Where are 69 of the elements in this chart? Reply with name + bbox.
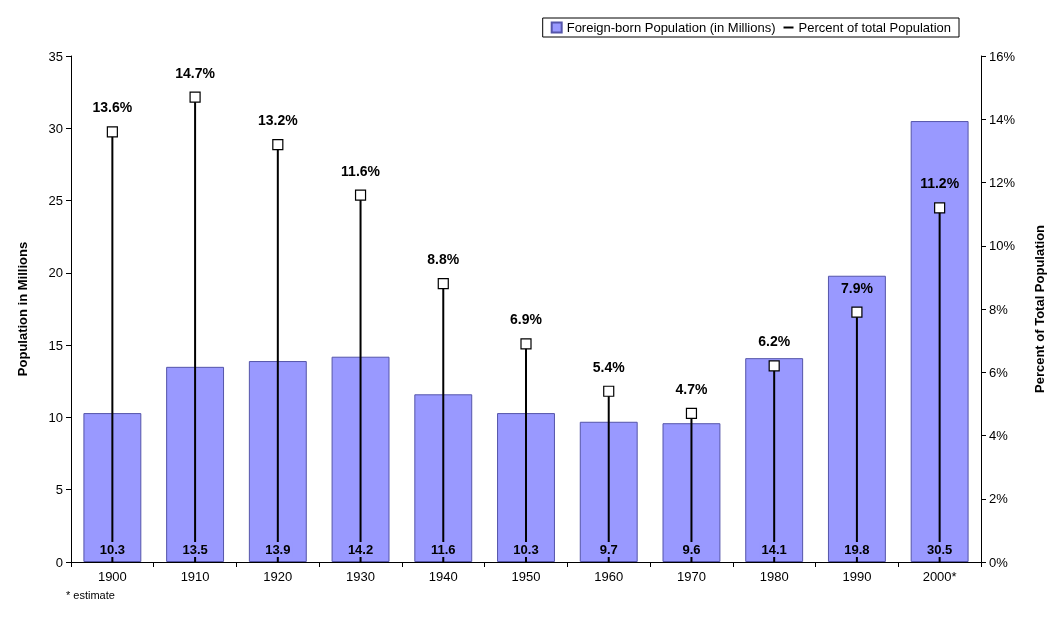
legend-label: Foreign-born Population (in Millions) — [566, 20, 776, 35]
y2-tick-label: 12% — [989, 175, 1016, 190]
y-tick-label: 0 — [55, 554, 63, 570]
y2-tick-label: 4% — [989, 428, 1009, 443]
y2-tick-label: 8% — [989, 301, 1009, 317]
y2-tick-label: 16% — [989, 48, 1016, 64]
y-axis-title: Population in Millions — [15, 241, 30, 377]
y2-tick-label: 10% — [989, 238, 1016, 254]
bar — [745, 358, 804, 562]
point — [520, 338, 532, 350]
data-label: 9.7 — [599, 542, 618, 557]
data-label: 14.2 — [347, 542, 374, 557]
data-label: 6.2% — [758, 333, 791, 350]
point — [106, 126, 118, 138]
point — [685, 407, 698, 419]
y-tick-label: 30 — [48, 120, 63, 136]
y-tick-label: 10 — [48, 409, 63, 425]
y-tick-label: 20 — [48, 265, 63, 281]
data-label: 13.6% — [92, 99, 133, 116]
x-tick-label: 1900 — [97, 569, 127, 584]
data-label: 5.4% — [592, 358, 626, 375]
bar — [827, 275, 886, 562]
data-label: 10.3 — [99, 542, 126, 557]
text: * estimate — [66, 588, 115, 601]
point — [934, 202, 946, 214]
data-label: 9.6 — [682, 542, 701, 557]
x-tick-label: 1970 — [676, 569, 706, 584]
y2-tick-label: 0% — [989, 554, 1009, 570]
y2-tick-label: 2% — [989, 491, 1009, 507]
legend-label: Percent of total Population — [798, 20, 952, 35]
x-tick-label: 1910 — [180, 569, 210, 584]
data-label: 10.3 — [513, 542, 539, 557]
data-label: 6.9% — [510, 311, 543, 328]
x-tick-label: 1940 — [428, 569, 458, 584]
y2-tick-label: 6% — [989, 364, 1009, 380]
point — [851, 306, 863, 318]
point — [768, 360, 780, 372]
y-tick-label: 25 — [48, 193, 63, 209]
x-tick-label: 1990 — [842, 569, 872, 584]
x-tick-label: 1920 — [263, 569, 293, 584]
point — [354, 189, 367, 201]
x-tick-label: 2000* — [922, 569, 957, 584]
y2-axis-title: Percent of Total Population — [1032, 224, 1047, 394]
point — [603, 385, 615, 397]
data-label: 13.9 — [265, 542, 291, 557]
data-label: 4.7% — [675, 380, 708, 397]
data-label: 19.8 — [844, 542, 870, 557]
y-tick-label: 15 — [48, 337, 63, 353]
data-label: 11.2% — [920, 175, 960, 192]
y2-tick-label: 14% — [989, 111, 1016, 127]
point — [437, 278, 449, 290]
data-label: 11.6 — [430, 542, 456, 557]
data-label: 11.6% — [341, 162, 381, 179]
x-tick-label: 1950 — [511, 569, 541, 584]
data-label: 13.5 — [182, 542, 208, 557]
x-tick-label: 1930 — [346, 569, 376, 584]
data-label: 7.9% — [840, 279, 874, 296]
data-label: 13.2% — [257, 111, 299, 128]
y-tick-label: 35 — [48, 48, 63, 64]
data-label: 8.8% — [427, 251, 460, 268]
data-label: 30.5 — [926, 542, 953, 557]
data-label: 14.1 — [761, 542, 787, 557]
bar — [910, 121, 969, 562]
data-label: 14.7% — [175, 64, 216, 81]
point — [272, 138, 284, 151]
point — [189, 91, 201, 103]
x-tick-label: 1980 — [759, 569, 789, 584]
y-tick-label: 5 — [55, 482, 63, 498]
x-tick-label: 1960 — [594, 569, 624, 584]
